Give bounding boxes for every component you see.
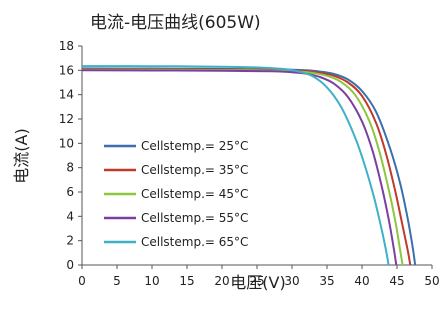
legend-label-5: Cellstemp.= 65°C (141, 235, 248, 249)
x-tick-label: 50 (424, 274, 439, 288)
y-tick-label: 6 (66, 185, 74, 199)
legend-label-2: Cellstemp.= 35°C (141, 163, 248, 177)
y-tick-label: 2 (66, 234, 74, 248)
series-layer (81, 65, 417, 266)
legend-label-3: Cellstemp.= 45°C (141, 187, 248, 201)
x-tick-label: 35 (319, 274, 334, 288)
y-axis-label: 电流(A) (12, 128, 31, 183)
x-tick-label: 25 (249, 274, 264, 288)
x-tick-label: 5 (113, 274, 121, 288)
x-tick-label: 30 (284, 274, 299, 288)
legend-label-1: Cellstemp.= 25°C (141, 139, 248, 153)
x-tick-label: 20 (214, 274, 229, 288)
y-tick-label: 8 (66, 161, 74, 175)
chart-title: 电流-电压曲线(605W) (90, 13, 261, 33)
legend-label-4: Cellstemp.= 55°C (141, 211, 248, 225)
x-tick-label: 10 (144, 274, 159, 288)
legend: Cellstemp.= 25°C Cellstemp.= 35°C Cellstem… (104, 139, 248, 249)
series-line-5 (81, 65, 390, 266)
x-axis-label: 电压(V) (230, 273, 285, 292)
y-tick-label: 12 (59, 112, 74, 126)
x-tick-label: 0 (78, 274, 86, 288)
x-tick-label: 45 (389, 274, 404, 288)
y-tick-label: 0 (66, 258, 74, 272)
y-tick-label: 10 (59, 136, 74, 150)
y-tick-label: 16 (59, 63, 74, 77)
y-tick-label: 14 (59, 88, 74, 102)
y-tick-label: 4 (66, 209, 74, 223)
x-tick-label: 15 (179, 274, 194, 288)
axes: 0 2 4 6 8 10 12 14 16 18 0 5 10 15 20 25 30 35 40 45 50 (59, 39, 440, 288)
y-tick-label: 18 (59, 39, 74, 53)
x-tick-label: 40 (354, 274, 369, 288)
series-line-4 (81, 69, 398, 266)
